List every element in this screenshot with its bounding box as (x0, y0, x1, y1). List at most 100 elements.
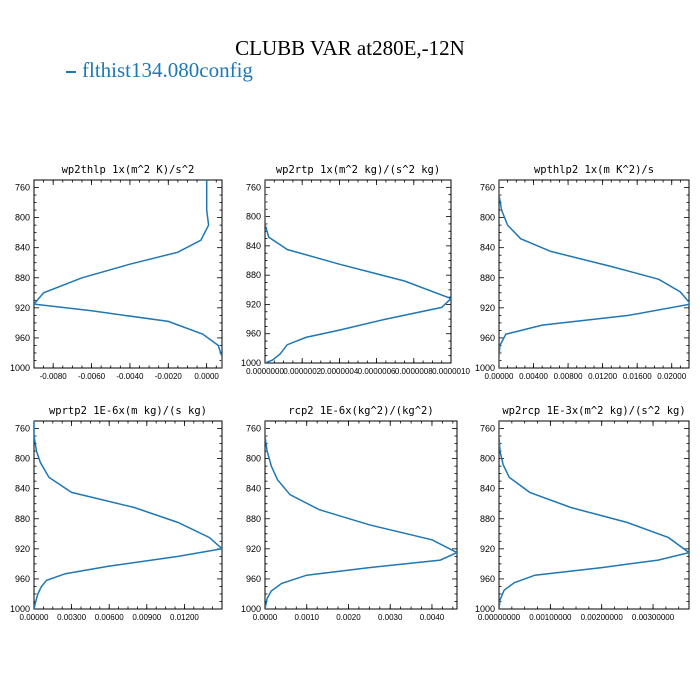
y-tick-label: 920 (15, 303, 30, 313)
y-tick-label: 920 (480, 303, 495, 313)
panel-3: wpthlp2 1x(m K^2)/s 760 800 840 880 920 960 100… (475, 164, 690, 381)
panel-frame (498, 420, 690, 610)
y-tick-label: 840 (246, 484, 261, 494)
y-tick-label: 960 (246, 574, 261, 584)
x-tick-label: 0.00800 (554, 372, 583, 381)
y-tick-label: 800 (480, 213, 495, 223)
y-tick-label: 880 (15, 514, 30, 524)
panel-title: wp2rtp 1x(m^2 kg)/(s^2 kg) (276, 164, 440, 176)
y-tick-label: 840 (15, 484, 30, 494)
y-tick-label: 800 (246, 212, 261, 222)
y-tick-label: 960 (480, 333, 495, 343)
y-tick-label: 920 (246, 299, 261, 309)
y-tick-label: 1000 (475, 363, 495, 373)
x-tick-label: 0.0000 (194, 372, 219, 381)
x-tick-label: -0.0060 (78, 372, 106, 381)
x-tick-label: 0.0030 (378, 613, 403, 622)
y-tick-label: 760 (15, 183, 30, 193)
panel-title: wp2thlp 1x(m^2 K)/s^2 (62, 164, 195, 176)
x-tick-label: -0.0040 (116, 372, 144, 381)
y-tick-label: 880 (246, 514, 261, 524)
x-tick-label: 0.0000008 (395, 367, 433, 376)
y-tick-label: 800 (15, 213, 30, 223)
figure-title: CLUBB VAR at280E,-12N (235, 36, 465, 60)
y-tick-label: 760 (480, 424, 495, 434)
panel-5: rcp2 1E-6x(kg^2)/(kg^2) 760 800 840 880 920 96… (241, 405, 458, 622)
y-tick-label: 960 (15, 333, 30, 343)
y-tick-label: 840 (246, 241, 261, 251)
y-tick-label: 880 (480, 514, 495, 524)
series-line (34, 180, 222, 368)
panel-title: rcp2 1E-6x(kg^2)/(kg^2) (288, 405, 433, 417)
panel-frame (33, 420, 223, 610)
x-tick-label: 0.0000006 (358, 367, 396, 376)
panel-1: wp2thlp 1x(m^2 K)/s^2 760 800 840 880 920 960 1… (10, 164, 223, 381)
y-tick-label: 760 (480, 183, 495, 193)
x-tick-label: 0.0000004 (320, 367, 358, 376)
y-tick-label: 1000 (10, 604, 30, 614)
panel-2: wp2rtp 1x(m^2 kg)/(s^2 kg) 760 800 840 880 92… (241, 164, 470, 376)
y-tick-label: 880 (246, 270, 261, 280)
series-line (265, 421, 457, 609)
panel-4: wprtp2 1E-6x(m kg)/(s kg) 760 800 840 880 920… (10, 405, 223, 622)
y-tick-label: 800 (15, 454, 30, 464)
y-tick-label: 960 (15, 574, 30, 584)
x-tick-label: -0.0020 (155, 372, 183, 381)
y-tick-label: 1000 (10, 363, 30, 373)
y-tick-label: 760 (246, 182, 261, 192)
series-line (499, 180, 689, 368)
x-tick-label: 0.0000002 (283, 367, 321, 376)
y-tick-label: 760 (246, 424, 261, 434)
panel-frame (498, 179, 690, 369)
x-tick-label: 0.00000 (20, 613, 49, 622)
y-tick-label: 1000 (241, 358, 261, 368)
x-tick-label: 0.02000 (657, 372, 686, 381)
y-tick-label: 760 (15, 424, 30, 434)
y-tick-label: 800 (246, 454, 261, 464)
y-tick-label: 960 (480, 574, 495, 584)
x-tick-label: 0.0010 (295, 613, 320, 622)
x-tick-label: -0.0080 (40, 372, 68, 381)
x-tick-label: 0.00100000 (529, 613, 572, 622)
panel-frame (264, 420, 458, 610)
y-tick-label: 840 (480, 243, 495, 253)
y-tick-label: 920 (246, 544, 261, 554)
x-tick-label: 0.0000010 (432, 367, 470, 376)
x-tick-label: 0.00300000 (632, 613, 675, 622)
x-tick-label: 0.00200000 (581, 613, 624, 622)
y-tick-label: 920 (480, 544, 495, 554)
x-tick-label: 0.00600 (95, 613, 124, 622)
y-tick-label: 800 (480, 454, 495, 464)
legend-line-swatch (66, 71, 76, 74)
legend-entry: flthist134.080config (66, 58, 253, 83)
panel-title: wpthlp2 1x(m K^2)/s (534, 164, 654, 176)
x-tick-label: 0.01200 (170, 613, 199, 622)
y-tick-label: 840 (15, 243, 30, 253)
y-tick-label: 1000 (475, 604, 495, 614)
panel-title: wprtp2 1E-6x(m kg)/(s kg) (49, 405, 207, 417)
series-line (34, 421, 222, 609)
y-tick-label: 840 (480, 484, 495, 494)
x-tick-label: 0.0040 (420, 613, 445, 622)
y-tick-label: 880 (480, 273, 495, 283)
x-tick-label: 0.01200 (588, 372, 617, 381)
x-tick-label: 0.0020 (336, 613, 361, 622)
legend-label: flthist134.080config (82, 58, 253, 82)
x-tick-label: 0.01600 (623, 372, 652, 381)
panel-frame (264, 179, 452, 364)
panel-title: wp2rcp 1E-3x(m^2 kg)/(s^2 kg) (502, 405, 685, 417)
x-tick-label: 0.00300 (57, 613, 86, 622)
panel-6: wp2rcp 1E-3x(m^2 kg)/(s^2 kg) 760 800 840 88… (475, 405, 690, 622)
x-tick-label: 0.00900 (132, 613, 161, 622)
x-tick-label: 0.00000 (485, 372, 514, 381)
x-tick-label: 0.00400 (519, 372, 548, 381)
x-tick-label: 0.00000000 (478, 613, 521, 622)
y-tick-label: 880 (15, 273, 30, 283)
y-tick-label: 1000 (241, 604, 261, 614)
series-line (499, 421, 689, 609)
y-tick-label: 960 (246, 329, 261, 339)
panel-frame (33, 179, 223, 369)
x-tick-label: 0.0000000 (246, 367, 284, 376)
y-tick-label: 920 (15, 544, 30, 554)
